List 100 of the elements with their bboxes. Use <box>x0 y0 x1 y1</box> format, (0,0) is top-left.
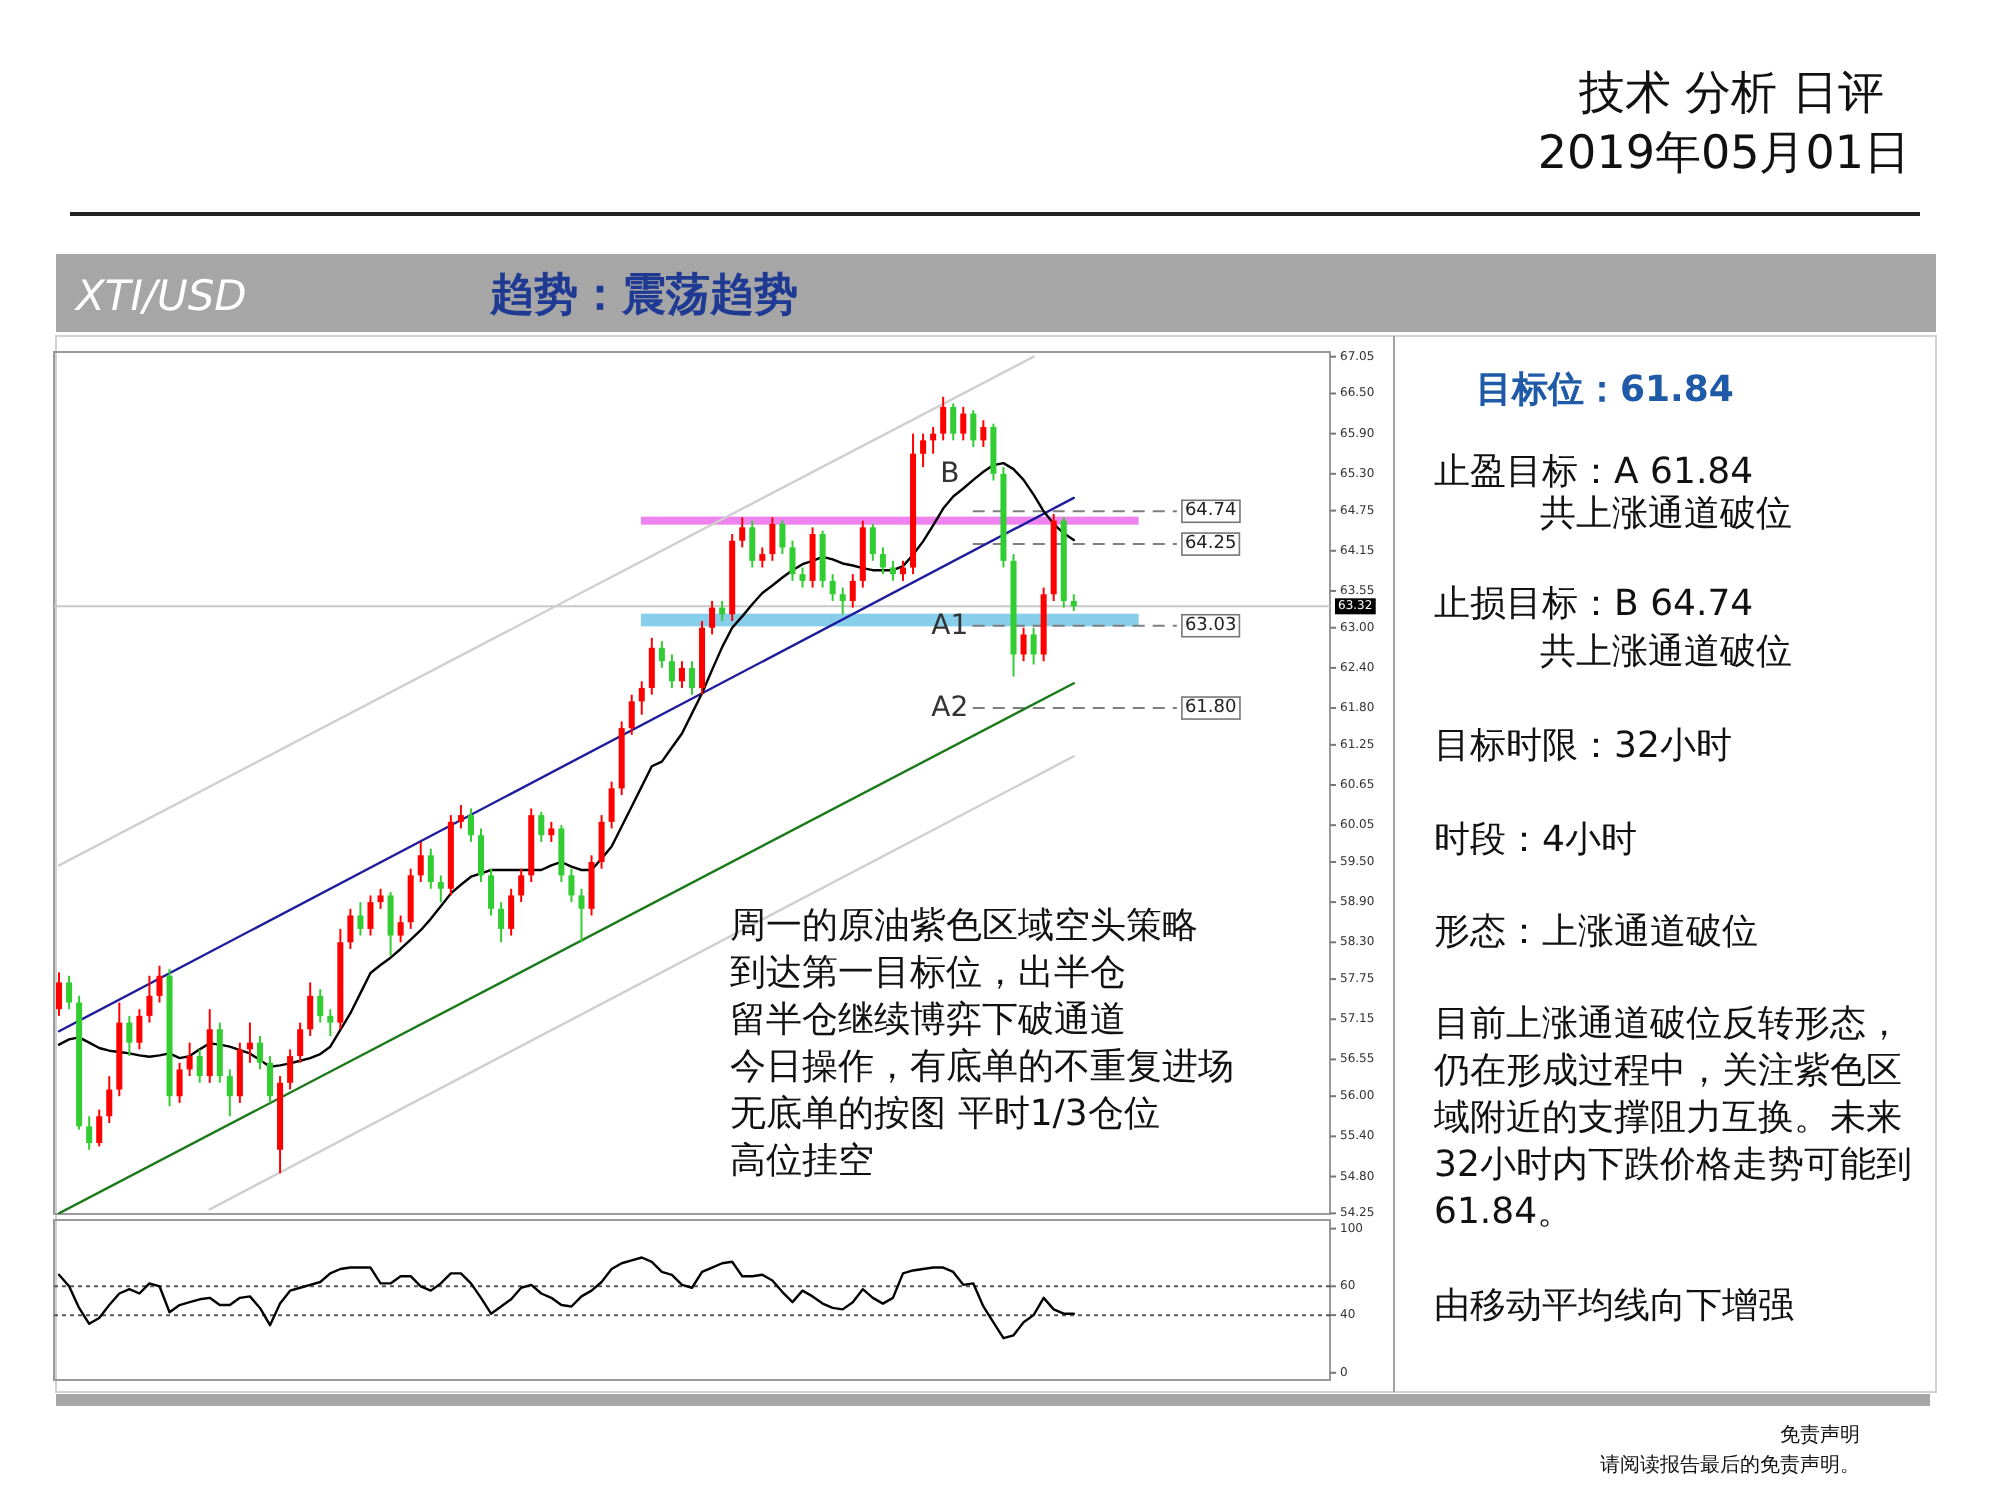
candlestick <box>457 804 464 830</box>
candlestick <box>920 432 927 469</box>
candlestick <box>96 1108 103 1148</box>
candlestick <box>899 559 907 582</box>
text: 免责声明 <box>1780 1423 1860 1447</box>
candlestick <box>196 1048 203 1084</box>
text: 形态：上涨通道破位 <box>1434 911 1758 953</box>
text: 目标时限：32小时 <box>1434 725 1732 767</box>
candlestick <box>56 971 63 1017</box>
text: 请阅读报告最后的免责声明。 <box>1600 1453 1860 1477</box>
candlestick <box>477 827 485 884</box>
candlestick <box>106 1075 113 1124</box>
candlestick <box>558 824 565 884</box>
text: 2019年05月01日 <box>1537 128 1910 180</box>
chart-title: XTI/USD <box>74 272 247 320</box>
candlestick <box>749 519 756 569</box>
text: 目前上涨通道破位反转形态，仍在形成过程中，关注紫色区域附近的支撑阻力互换。未来32小时内下跌价格走势可能到61.84。 <box>1432 1003 1912 1233</box>
ref-line-label: 63.03 <box>1184 615 1237 636</box>
candlestick <box>186 1041 193 1078</box>
candlestick <box>297 1021 304 1064</box>
candlestick <box>518 867 525 904</box>
candlestick <box>990 422 997 482</box>
candlestick <box>658 640 665 669</box>
candlestick <box>146 974 153 1024</box>
candlestick <box>246 1021 253 1064</box>
candlestick <box>578 887 585 944</box>
text: 时段：4小时 <box>1434 819 1637 861</box>
candlestick <box>628 693 635 736</box>
candlestick <box>267 1055 274 1104</box>
candlestick <box>377 887 384 910</box>
candlestick <box>397 914 404 944</box>
text: 止损目标：B 64.74 <box>1434 583 1754 625</box>
candlestick <box>327 1008 334 1037</box>
candlestick <box>719 599 726 623</box>
candlestick <box>789 539 796 582</box>
ref-line-label: 64.74 <box>1184 501 1237 522</box>
candlestick <box>206 1008 213 1084</box>
candlestick <box>467 807 474 843</box>
candlestick <box>829 573 836 602</box>
candlestick <box>799 566 806 589</box>
candlestick <box>236 1041 243 1104</box>
annotation: 留半仓继续博弈下破通道 <box>730 999 1127 1042</box>
candlestick <box>126 1014 133 1058</box>
candlestick <box>427 847 434 890</box>
annotation: 无底单的按图 平时1/3仓位 <box>730 1093 1160 1136</box>
candlestick <box>849 573 856 609</box>
annotation: 周一的原油紫色区域空头策略 <box>730 905 1199 948</box>
candlestick <box>869 523 876 562</box>
candlestick <box>498 901 505 944</box>
ref-line-label: 64.25 <box>1184 534 1237 555</box>
candlestick <box>287 1048 294 1091</box>
candlestick <box>136 1008 143 1051</box>
text: 由移动平均线向下增强 <box>1434 1285 1794 1327</box>
candlestick <box>608 780 615 830</box>
text: 技术 分析 日评 <box>1576 68 1884 120</box>
annotation: 高位挂空 <box>730 1140 875 1183</box>
line-series <box>57 1256 1075 1340</box>
candlestick <box>176 1061 183 1104</box>
candlestick <box>598 814 605 870</box>
candlestick <box>86 1115 93 1151</box>
candlestick <box>66 974 73 1011</box>
candlestick <box>688 660 696 696</box>
candlestick <box>638 680 645 716</box>
candlestick <box>538 810 545 843</box>
candlestick <box>960 405 967 442</box>
candlestick <box>739 516 746 549</box>
candlestick <box>668 653 675 689</box>
annotation: B <box>940 457 960 490</box>
candlestick <box>357 901 364 937</box>
candlestick <box>317 988 324 1024</box>
candlestick <box>367 894 374 937</box>
candlestick <box>347 907 354 950</box>
candlestick <box>769 516 776 562</box>
candlestick <box>678 660 685 689</box>
candlestick <box>437 874 444 904</box>
candlestick <box>648 636 655 696</box>
candlestick <box>256 1034 263 1071</box>
candlestick <box>307 981 314 1037</box>
candlestick <box>709 599 716 636</box>
candlestick <box>889 559 896 582</box>
candlestick <box>970 409 977 449</box>
annotation: A2 <box>931 692 969 725</box>
candlestick <box>156 964 163 1004</box>
candlestick <box>779 519 786 556</box>
candlestick <box>588 854 595 917</box>
candlestick <box>387 891 394 957</box>
candlestick <box>568 867 575 904</box>
annotation: 到达第一目标位，出半仓 <box>730 952 1127 995</box>
candlestick <box>940 395 947 442</box>
text: 共上涨通道破位 <box>1540 631 1792 673</box>
candlestick <box>930 425 937 455</box>
candlestick <box>759 546 766 569</box>
candlestick <box>226 1068 233 1118</box>
candlestick <box>216 1021 223 1084</box>
ref-line-label: 61.80 <box>1184 698 1237 719</box>
candlestick <box>417 840 424 884</box>
text: 共上涨通道破位 <box>1540 493 1792 535</box>
candlestick <box>839 586 846 616</box>
candlestick <box>1030 626 1037 666</box>
candlestick <box>980 419 987 449</box>
